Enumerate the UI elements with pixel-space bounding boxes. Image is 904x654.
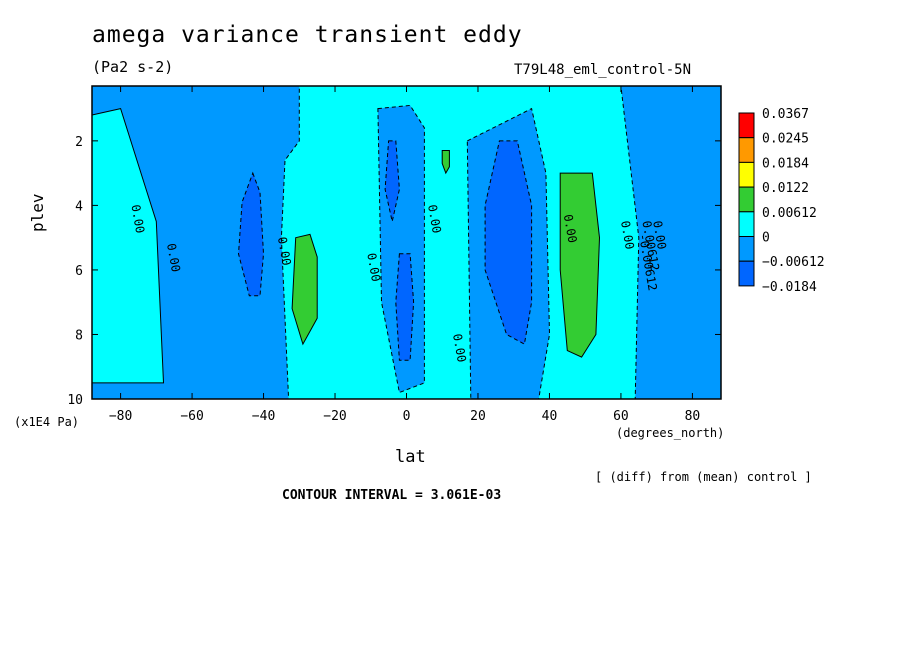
legend-label: 0 — [762, 231, 770, 246]
run-label: T79L48_eml_control-5N — [514, 62, 692, 78]
contour-label: 0.00 — [450, 333, 469, 364]
legend-label: 0.0367 — [762, 107, 809, 122]
diff-note: [ (diff) from (mean) control ] — [595, 470, 812, 484]
legend-swatch — [738, 236, 755, 262]
x-unit-note: (degrees_north) — [616, 426, 725, 440]
x-tick-label: −80 — [109, 409, 132, 424]
legend-swatch — [738, 186, 755, 213]
legend-label: −0.00612 — [762, 255, 825, 270]
legend-label: 0.0122 — [762, 181, 809, 196]
x-tick-label: −60 — [180, 409, 203, 424]
units-label: (Pa2 s-2) — [92, 58, 174, 76]
contour-region-sh-max — [291, 233, 318, 346]
legend-label: 0.0184 — [762, 156, 809, 171]
legend-swatch — [738, 260, 755, 287]
legend-label: 0.0245 — [762, 132, 809, 147]
legend-label: 0.00612 — [762, 206, 817, 221]
contour-label: 0.00 — [128, 203, 147, 234]
y-tick-label: 2 — [75, 135, 83, 150]
contour-label: 0.00 — [275, 236, 294, 267]
contour-label: 0.00 — [164, 242, 183, 273]
contour-label: 0.00 — [561, 213, 580, 244]
contour-region-nh-max — [559, 172, 601, 358]
legend-label: −0.0184 — [762, 280, 817, 295]
legend-swatch — [738, 211, 755, 238]
x-tick-label: −40 — [252, 409, 275, 424]
contour-region-sh-min — [237, 171, 265, 297]
y-tick-label: 10 — [67, 393, 83, 408]
contour-interval: CONTOUR INTERVAL = 3.061E-03 — [282, 488, 502, 503]
x-tick-label: 0 — [403, 409, 411, 424]
x-tick-label: 60 — [613, 409, 629, 424]
x-tick-label: 40 — [542, 409, 558, 424]
contour-region-eq-min-upper — [384, 140, 400, 222]
y-tick-label: 8 — [75, 328, 83, 343]
legend-swatch — [738, 137, 755, 163]
y-unit-note: (x1E4 Pa) — [14, 415, 80, 429]
contour-region-eq-max — [441, 150, 450, 175]
contour-label: 0.00 — [364, 252, 383, 283]
y-tick-label: 6 — [75, 264, 83, 279]
contour-label: 0.00 — [618, 220, 637, 251]
contour-label: 0.00 — [425, 203, 444, 234]
contour-label: 0.00 — [650, 220, 669, 251]
x-tick-label: 80 — [685, 409, 701, 424]
legend-swatch — [738, 161, 755, 188]
x-axis-label: lat — [395, 447, 426, 467]
contour-region-eq-min-lower — [395, 253, 415, 361]
x-tick-label: −20 — [323, 409, 346, 424]
legend-swatch — [738, 112, 755, 139]
chart-title: amega variance transient eddy — [92, 22, 523, 48]
x-tick-label: 20 — [470, 409, 486, 424]
y-tick-label: 4 — [75, 199, 83, 214]
contour-region-nh-min — [484, 140, 533, 345]
